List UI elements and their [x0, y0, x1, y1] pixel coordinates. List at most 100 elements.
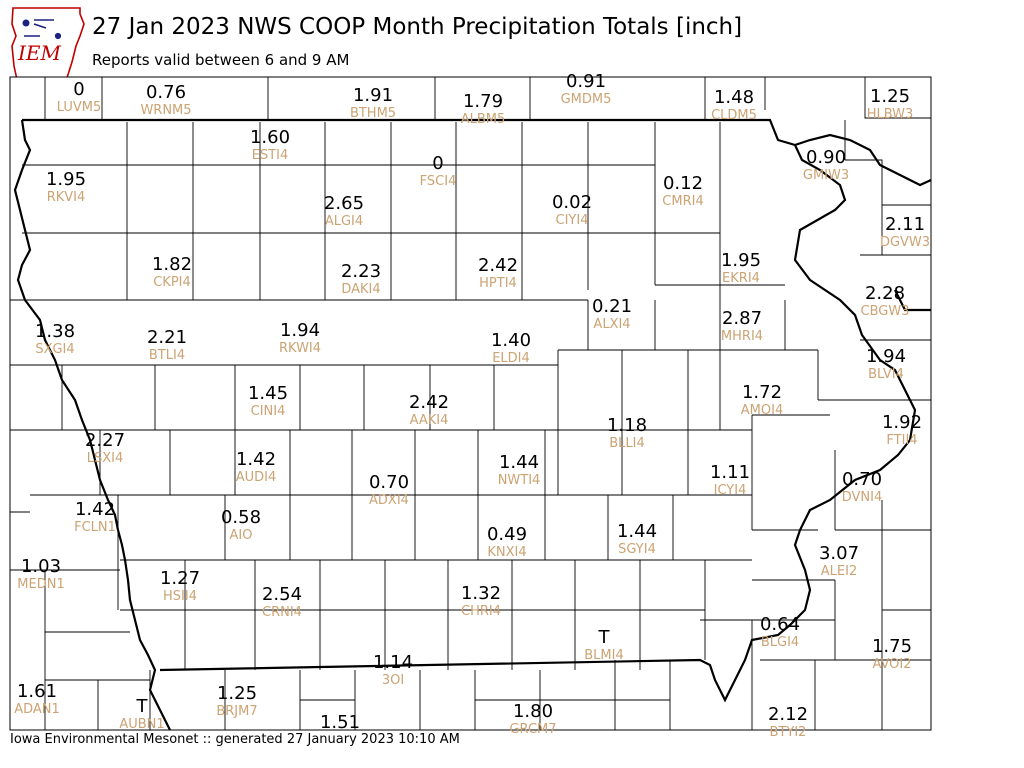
station-id: CINI4	[251, 404, 286, 419]
station-id: FCLN1	[74, 520, 116, 535]
station-id: HSII4	[163, 589, 197, 604]
station-id: ALBM5	[461, 112, 506, 127]
station-id: ALXI4	[593, 317, 630, 332]
station-value: 0.91	[566, 71, 606, 92]
station-value: 1.45	[248, 383, 288, 404]
station-value: 1.44	[499, 452, 539, 473]
station-id: KNXI4	[487, 545, 526, 560]
station-value: 2.42	[409, 392, 449, 413]
station-value: 1.60	[250, 127, 290, 148]
station-value: 0.21	[592, 296, 632, 317]
station-value: 1.48	[714, 87, 754, 108]
station-value: 1.92	[882, 412, 922, 433]
station-marker: 1.51	[320, 712, 360, 733]
station-value: 0.76	[146, 82, 186, 103]
station-value: 1.38	[35, 321, 75, 342]
station-value: 2.54	[262, 584, 302, 605]
station-value: 1.61	[17, 681, 57, 702]
station-value: 0.64	[760, 614, 800, 635]
station-value: 1.25	[870, 86, 910, 107]
station-value: 1.27	[160, 568, 200, 589]
station-id: SGYI4	[618, 542, 656, 557]
footer-credit: Iowa Environmental Mesonet :: generated …	[10, 732, 460, 747]
station-value: 2.12	[768, 704, 808, 725]
station-id: DVNI4	[842, 490, 883, 505]
station-value: 0	[73, 79, 84, 100]
station-id: FSCI4	[420, 174, 457, 189]
station-id: ADXI4	[369, 493, 409, 508]
station-id: AVOI2	[872, 657, 911, 672]
station-value: 0.70	[369, 472, 409, 493]
station-id: ALEI2	[821, 564, 857, 579]
station-value: 1.95	[46, 169, 86, 190]
station-value: 1.44	[617, 521, 657, 542]
station-id: FTII4	[886, 433, 917, 448]
station-value: 2.11	[885, 214, 925, 235]
station-value: 2.65	[324, 193, 364, 214]
station-id: CHRI4	[461, 604, 501, 619]
station-id: WRNM5	[140, 103, 191, 118]
station-value: 3.07	[819, 543, 859, 564]
station-id: RKWI4	[279, 341, 321, 356]
station-id: GRCM7	[509, 722, 556, 737]
page-title: 27 Jan 2023 NWS COOP Month Precipitation…	[92, 14, 743, 40]
station-id: DGVW3	[880, 235, 930, 250]
station-id: ESTI4	[252, 148, 289, 163]
station-id: BLMI4	[584, 648, 623, 663]
station-id: BLGI4	[761, 635, 799, 650]
state-boundaries	[13, 118, 931, 730]
station-id: ELDI4	[492, 351, 530, 366]
station-value: 1.82	[152, 254, 192, 275]
station-value: 0.49	[487, 524, 527, 545]
station-value: 1.11	[710, 462, 750, 483]
iem-logo: IEM	[11, 7, 85, 85]
station-id: BRJM7	[216, 704, 257, 719]
station-id: CBGW3	[861, 304, 910, 319]
station-value: 2.42	[478, 255, 518, 276]
station-id: CIYI4	[556, 213, 589, 228]
station-value: 1.18	[607, 415, 647, 436]
map-frame	[9, 76, 932, 731]
station-value: 0	[432, 153, 443, 174]
station-value: 2.27	[85, 430, 125, 451]
station-value: 1.72	[742, 382, 782, 403]
station-id: CRNI4	[262, 605, 302, 620]
station-id: LSXI4	[87, 451, 124, 466]
station-id: ADAN1	[14, 702, 60, 717]
station-id: AAKI4	[410, 413, 449, 428]
page-subtitle: Reports valid between 6 and 9 AM	[92, 51, 350, 69]
